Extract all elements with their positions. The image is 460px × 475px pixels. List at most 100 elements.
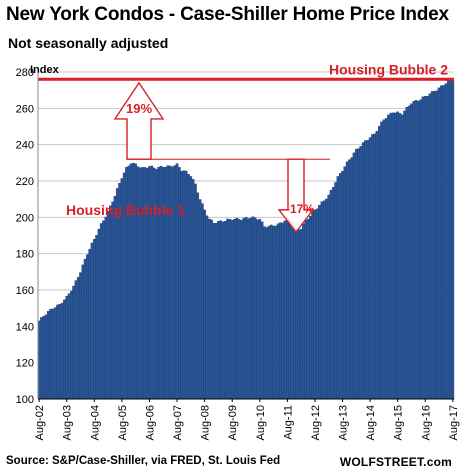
x-tick-label: Aug-09 <box>227 405 239 440</box>
bar <box>290 221 294 400</box>
bar <box>127 165 131 400</box>
bar <box>51 308 55 400</box>
bar <box>81 264 85 400</box>
bar <box>451 80 455 400</box>
bar <box>391 112 395 400</box>
bar <box>315 208 319 400</box>
bar <box>440 85 443 400</box>
bar <box>430 91 434 400</box>
y-tick-label: 260 <box>16 103 34 115</box>
bar <box>361 142 365 400</box>
bar <box>345 161 349 400</box>
bar <box>113 195 117 400</box>
bar <box>309 215 312 400</box>
bar <box>350 157 354 400</box>
bar <box>86 254 89 400</box>
bar <box>88 248 92 400</box>
bar <box>400 114 404 400</box>
bar <box>371 134 374 400</box>
bar <box>249 217 252 400</box>
bar <box>47 311 50 400</box>
bar <box>256 219 259 400</box>
bar <box>354 149 358 400</box>
y-tick-label: 280 <box>16 67 34 79</box>
bar <box>366 140 370 400</box>
bar <box>304 220 308 400</box>
bar <box>214 223 218 400</box>
rise-label: 19% <box>126 101 152 116</box>
bar <box>219 220 223 400</box>
bar <box>295 228 298 400</box>
bar <box>184 170 188 400</box>
bar <box>313 209 317 400</box>
bar <box>203 209 206 400</box>
bar <box>168 165 172 400</box>
bar <box>320 201 324 400</box>
bar <box>276 223 280 400</box>
bar <box>58 303 62 400</box>
bar <box>104 216 108 400</box>
bar <box>352 152 356 400</box>
y-axis-label: Index <box>30 64 60 76</box>
bar <box>233 218 236 400</box>
bar <box>102 220 105 400</box>
chart-subtitle: Not seasonally adjusted <box>8 35 169 51</box>
bar <box>187 174 190 400</box>
y-tick-label: 140 <box>16 321 34 333</box>
bar <box>299 228 303 400</box>
bar <box>373 133 377 400</box>
annotations: Housing Bubble 2 Housing Bubble 1 19% -17% <box>38 61 454 234</box>
y-tick-label: 220 <box>16 176 34 188</box>
bar <box>269 224 273 400</box>
bar <box>217 220 220 400</box>
x-tick-label: Aug-15 <box>393 405 405 440</box>
bar <box>194 183 197 400</box>
x-tick-label: Aug-08 <box>200 405 212 440</box>
bar <box>322 200 326 400</box>
bar <box>207 218 211 400</box>
bar <box>258 219 262 400</box>
bar <box>198 199 202 400</box>
bar <box>60 302 64 400</box>
bar <box>111 201 115 400</box>
bar <box>338 173 342 400</box>
bar <box>205 215 209 400</box>
drop-label: -17% <box>286 202 314 216</box>
chart-title: New York Condos - Case-Shiller Home Pric… <box>6 4 449 25</box>
bar <box>263 226 266 400</box>
x-tick-label: Aug-03 <box>62 405 74 440</box>
bar <box>63 299 66 400</box>
bar <box>134 163 138 400</box>
bar <box>237 219 241 400</box>
x-tick-label: Aug-02 <box>34 405 46 440</box>
bar <box>444 83 448 400</box>
bar <box>394 112 397 400</box>
bar <box>306 218 310 400</box>
bar <box>210 219 213 400</box>
y-tick-label: 160 <box>16 285 34 297</box>
bar <box>334 182 337 400</box>
bar <box>272 225 275 400</box>
y-tick-label: 200 <box>16 212 34 224</box>
bar <box>442 85 445 400</box>
y-tick-label: 100 <box>16 394 34 406</box>
bar <box>92 238 96 400</box>
bar <box>396 111 400 400</box>
bar <box>433 91 436 400</box>
bar <box>95 235 98 400</box>
bar <box>446 80 450 400</box>
bar <box>380 121 383 400</box>
bar <box>191 179 195 400</box>
bar <box>244 217 248 400</box>
bar <box>382 119 386 400</box>
bar <box>281 222 285 400</box>
bar <box>417 100 420 400</box>
x-tick-label: Aug-04 <box>89 405 101 440</box>
bar <box>389 112 393 400</box>
bar <box>359 146 363 400</box>
bar <box>97 228 101 400</box>
bar <box>235 217 239 400</box>
bar <box>53 307 57 400</box>
